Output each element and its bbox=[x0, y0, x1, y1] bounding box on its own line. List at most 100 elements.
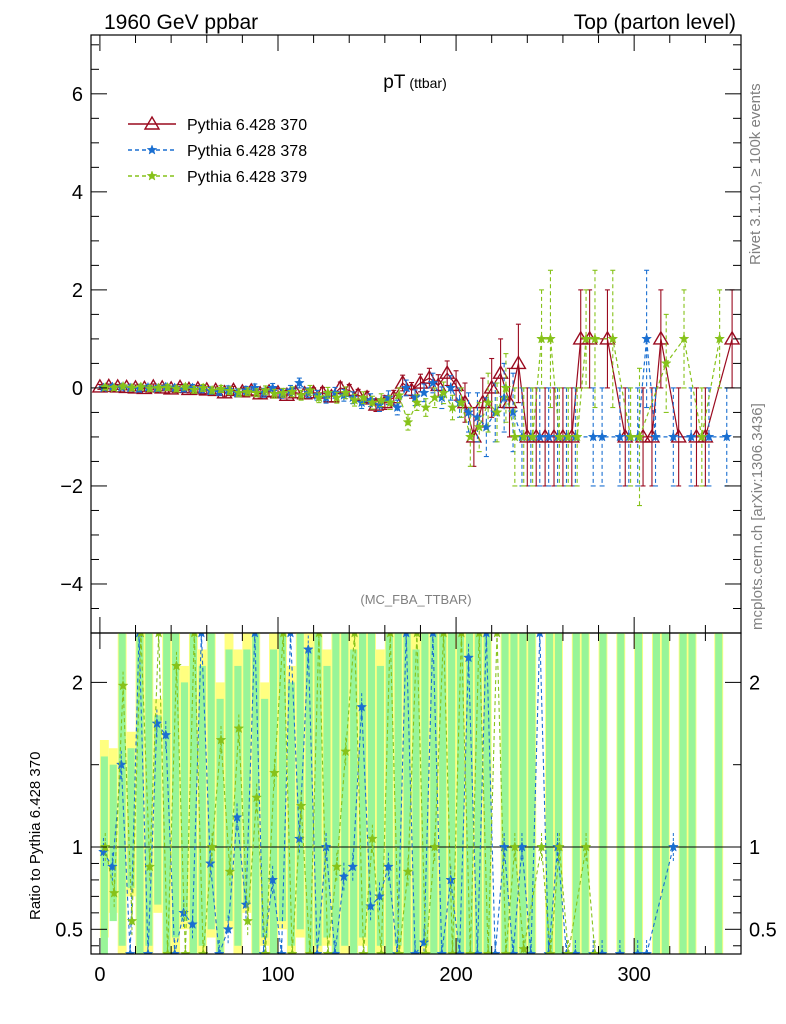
data-point bbox=[358, 392, 369, 403]
ratio-point bbox=[366, 833, 378, 844]
data-point bbox=[509, 431, 521, 442]
ratio-point bbox=[315, 633, 323, 638]
ratio-point bbox=[475, 633, 483, 638]
ratio-point bbox=[393, 948, 405, 954]
series-3 bbox=[99, 269, 726, 507]
plot-title-main: pT bbox=[383, 72, 406, 93]
data-point bbox=[510, 355, 527, 370]
data-point bbox=[438, 364, 456, 379]
ratio-point bbox=[286, 948, 298, 954]
ratio-point bbox=[213, 948, 225, 954]
uncertainty-band-green bbox=[109, 764, 117, 922]
uncertainty-band-green bbox=[367, 633, 376, 954]
ratio-point bbox=[117, 679, 129, 691]
uncertainty-band-green bbox=[394, 633, 402, 946]
uncertainty-band-green bbox=[154, 715, 162, 905]
data-point bbox=[625, 431, 637, 442]
ratio-point bbox=[115, 758, 127, 770]
data-point bbox=[277, 387, 289, 398]
uncertainty-band-green bbox=[554, 633, 563, 954]
data-point bbox=[500, 382, 512, 393]
data-point bbox=[267, 382, 279, 393]
data-point bbox=[384, 396, 396, 408]
ratio-point bbox=[365, 900, 377, 911]
rivet-version-label: Rivet 3.1.10, ≥ 100k events bbox=[747, 83, 764, 265]
ratio-point bbox=[108, 887, 120, 898]
data-point bbox=[714, 333, 726, 344]
ratio-point bbox=[409, 948, 421, 954]
ratio-y-tick-label-right: 2 bbox=[749, 672, 760, 694]
data-point bbox=[411, 396, 423, 408]
uncertainty-band-green bbox=[501, 633, 509, 954]
ratio-point bbox=[144, 861, 156, 872]
data-point bbox=[206, 384, 218, 395]
uncertainty-band-green bbox=[385, 633, 393, 954]
data-point bbox=[587, 431, 599, 442]
ratio-point bbox=[320, 841, 332, 852]
uncertainty-band-green bbox=[359, 633, 367, 938]
ratio-line bbox=[104, 633, 596, 954]
legend-marker bbox=[146, 170, 158, 181]
legend-marker bbox=[143, 115, 161, 130]
ratio-point bbox=[126, 915, 138, 926]
uncertainty-band-green bbox=[243, 649, 251, 905]
ratio-point bbox=[358, 948, 369, 954]
ratio-point bbox=[322, 948, 334, 954]
ratio-point bbox=[279, 633, 287, 638]
data-point bbox=[418, 387, 430, 398]
ratio-point bbox=[382, 861, 394, 872]
plot-title: pT (ttbar) bbox=[383, 72, 447, 93]
data-point bbox=[331, 392, 343, 403]
ratio-point bbox=[142, 948, 154, 954]
uncertainty-band-green bbox=[287, 682, 295, 946]
uncertainty-band-green bbox=[269, 649, 278, 954]
uncertainty-band-green bbox=[216, 698, 224, 954]
data-point bbox=[268, 388, 280, 399]
ratio-point bbox=[429, 633, 437, 638]
ratio-point bbox=[287, 633, 294, 638]
mcplots-label: mcplots.cern.ch [arXiv:1306.3436] bbox=[749, 403, 766, 630]
main-y-tick-label: −2 bbox=[60, 476, 83, 498]
ratio-point bbox=[260, 948, 271, 954]
ratio-y-tick-label: 2 bbox=[72, 672, 83, 694]
data-point bbox=[482, 396, 494, 408]
main-y-tick-label: 2 bbox=[72, 280, 83, 302]
ratio-point bbox=[171, 660, 182, 671]
uncertainty-band-green bbox=[519, 633, 527, 954]
uncertainty-band-green bbox=[421, 633, 429, 946]
ratio-point bbox=[347, 861, 359, 872]
data-point bbox=[614, 431, 626, 442]
ratio-point bbox=[351, 633, 358, 638]
uncertainty-band-green bbox=[474, 633, 482, 954]
ratio-point bbox=[251, 791, 263, 803]
ratio-point bbox=[482, 633, 490, 638]
uncertainty-band-green bbox=[127, 748, 135, 889]
data-point bbox=[447, 377, 465, 392]
analysis-id-label: (MC_FBA_TTBAR) bbox=[360, 592, 471, 607]
ratio-plot-area: 0.5 0.5 1 1 2 2 0 100 200 300 Ratio to Pythia 6.4… bbox=[27, 632, 777, 986]
header-process-label: Top (parton level) bbox=[574, 11, 736, 34]
ratio-point bbox=[641, 948, 653, 954]
data-point bbox=[117, 380, 129, 392]
uncertainty-band-green bbox=[599, 633, 607, 954]
legend-label: Pythia 6.428 370 bbox=[187, 117, 307, 134]
ratio-point bbox=[155, 633, 163, 638]
data-point bbox=[313, 392, 325, 403]
uncertainty-band-green bbox=[635, 633, 643, 954]
data-point bbox=[322, 387, 334, 398]
uncertainty-band-green bbox=[350, 649, 358, 954]
uncertainty-band-green bbox=[332, 633, 340, 954]
uncertainty-band-green bbox=[172, 633, 180, 938]
ratio-point bbox=[536, 633, 544, 638]
uncertainty-band-green bbox=[323, 665, 331, 938]
ratio-point bbox=[463, 651, 474, 663]
ratio-point bbox=[190, 633, 198, 638]
data-point bbox=[188, 384, 200, 395]
main-y-tick-label: 0 bbox=[72, 378, 83, 400]
data-point bbox=[527, 431, 539, 442]
ratio-y-tick-label: 1 bbox=[72, 837, 83, 859]
ratio-point bbox=[418, 936, 430, 948]
data-point bbox=[589, 333, 601, 344]
data-point bbox=[543, 431, 555, 442]
